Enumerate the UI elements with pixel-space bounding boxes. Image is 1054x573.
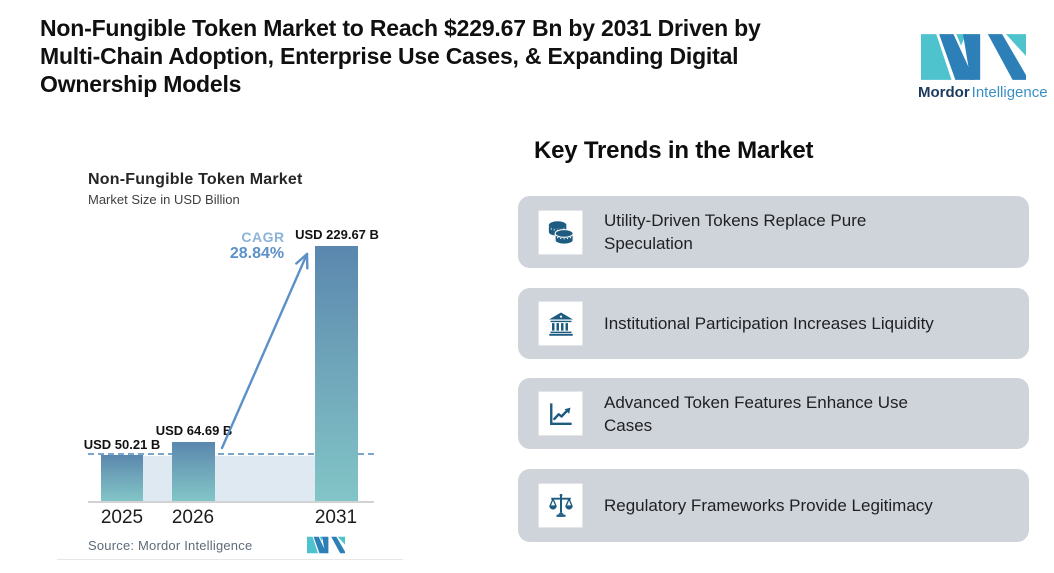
line-chart-icon xyxy=(549,402,572,425)
mordor-intelligence-logo-icon xyxy=(920,34,1026,80)
trend-card-institutional: Institutional Participation Increases Li… xyxy=(518,288,1029,359)
trend-text: Advanced Token Features Enhance Use Case… xyxy=(604,391,908,437)
mordor-intelligence-mini-logo-icon xyxy=(307,536,345,554)
trend-text-line-1: Utility-Driven Tokens Replace Pure xyxy=(604,211,867,230)
source-attribution: Source: Mordor Intelligence xyxy=(88,538,253,553)
bar-2025 xyxy=(101,455,143,501)
trend-card-regulatory: Regulatory Frameworks Provide Legitimacy xyxy=(518,469,1029,542)
bar-2026 xyxy=(172,442,215,501)
trend-text: Utility-Driven Tokens Replace Pure Specu… xyxy=(604,209,866,255)
page-title-line-2: Multi-Chain Adoption, Enterprise Use Cas… xyxy=(40,43,739,69)
trend-text: Institutional Participation Increases Li… xyxy=(604,312,934,335)
icon-tile xyxy=(538,209,583,255)
x-tick-2031: 2031 xyxy=(314,507,358,528)
brand-wordmark: Mordor Intelligence xyxy=(918,84,1048,101)
chart-panel-bottom-border xyxy=(57,559,403,560)
page-title-line-1: Non-Fungible Token Market to Reach $229.… xyxy=(40,15,761,41)
trend-text-line-1: Institutional Participation Increases Li… xyxy=(604,314,934,333)
bank-icon xyxy=(548,312,573,336)
scales-icon xyxy=(548,493,573,517)
x-tick-2026: 2026 xyxy=(171,507,215,528)
coins-icon xyxy=(548,221,574,245)
bar-value-label-2031: USD 229.67 B xyxy=(295,227,379,242)
trend-text-line-1: Advanced Token Features Enhance Use xyxy=(604,392,908,412)
icon-tile xyxy=(538,391,583,436)
icon-tile xyxy=(538,301,583,346)
trend-text: Regulatory Frameworks Provide Legitimacy xyxy=(604,494,933,517)
bar-value-label-2025: USD 50.21 B xyxy=(83,437,161,452)
trend-text-line-2: Cases xyxy=(604,415,653,435)
bar-value-label-2026: USD 64.69 B xyxy=(155,423,233,438)
brand-name-light: Intelligence xyxy=(971,84,1048,101)
icon-tile xyxy=(538,483,583,528)
trend-card-utility-tokens: Utility-Driven Tokens Replace Pure Specu… xyxy=(518,196,1029,268)
trend-card-token-features: Advanced Token Features Enhance Use Case… xyxy=(518,378,1029,449)
page-title-line-3: Ownership Models xyxy=(40,71,242,97)
brand-logo: Mordor Intelligence xyxy=(918,33,1048,101)
chart-reference-dashed-line xyxy=(88,453,374,455)
chart-x-axis-line xyxy=(88,501,374,503)
page-title: Non-Fungible Token Market to Reach $229.… xyxy=(40,14,900,98)
cagr-arrow-icon xyxy=(220,252,309,450)
x-tick-2025: 2025 xyxy=(100,507,144,528)
trend-text-line-2: Speculation xyxy=(604,234,693,253)
chart-title: Non-Fungible Token Market xyxy=(88,171,303,188)
chart-subtitle: Market Size in USD Billion xyxy=(88,192,240,207)
cagr-value: 28.84% xyxy=(229,245,285,262)
trend-text-line-1: Regulatory Frameworks Provide Legitimacy xyxy=(604,496,933,515)
cagr-label: CAGR xyxy=(241,229,285,245)
bar-2031 xyxy=(315,246,358,501)
brand-name-bold: Mordor xyxy=(918,84,970,101)
trends-heading: Key Trends in the Market xyxy=(534,137,814,164)
